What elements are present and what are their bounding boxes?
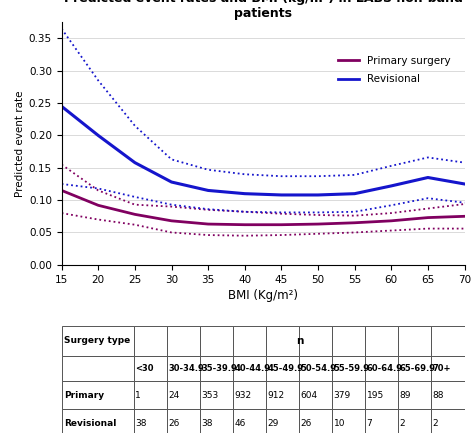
Text: 38: 38 xyxy=(136,418,147,428)
Bar xyxy=(365,381,399,409)
Bar xyxy=(399,381,431,409)
Legend: Primary surgery, Revisional: Primary surgery, Revisional xyxy=(334,52,456,88)
Text: 55-59.9: 55-59.9 xyxy=(334,364,370,373)
Bar xyxy=(399,356,431,381)
Text: 24: 24 xyxy=(168,391,180,400)
Text: n: n xyxy=(296,336,303,346)
Bar xyxy=(300,326,332,356)
Text: 2: 2 xyxy=(400,418,405,428)
Bar xyxy=(167,409,200,437)
Text: 604: 604 xyxy=(301,391,318,400)
Text: 2: 2 xyxy=(433,418,438,428)
Y-axis label: Predicted event rate: Predicted event rate xyxy=(15,90,25,197)
Text: 70+: 70+ xyxy=(433,364,451,373)
Text: 40-44.9: 40-44.9 xyxy=(235,364,271,373)
Text: 30-34.9: 30-34.9 xyxy=(168,364,204,373)
Bar xyxy=(365,409,399,437)
Bar xyxy=(266,326,299,356)
Bar xyxy=(431,356,465,381)
Bar xyxy=(431,409,465,437)
Bar xyxy=(167,381,200,409)
Title: Predicted event rates and BMI (kg/m²) in LABS non-band
patients: Predicted event rates and BMI (kg/m²) in… xyxy=(64,0,463,20)
Text: 7: 7 xyxy=(366,418,373,428)
Text: 26: 26 xyxy=(301,418,312,428)
Bar xyxy=(134,326,167,356)
Text: 932: 932 xyxy=(235,391,252,400)
Bar xyxy=(266,409,299,437)
Bar xyxy=(233,356,266,381)
Text: 26: 26 xyxy=(168,418,180,428)
Bar xyxy=(167,326,200,356)
Bar xyxy=(332,326,365,356)
Text: <30: <30 xyxy=(136,364,154,373)
Bar xyxy=(62,326,134,356)
Bar xyxy=(200,409,233,437)
Bar xyxy=(365,326,399,356)
Text: 89: 89 xyxy=(400,391,411,400)
Text: 29: 29 xyxy=(267,418,279,428)
Text: 1: 1 xyxy=(136,391,141,400)
Bar xyxy=(200,326,233,356)
Text: 10: 10 xyxy=(334,418,345,428)
Bar xyxy=(62,356,134,381)
Bar xyxy=(399,326,431,356)
Bar xyxy=(233,381,266,409)
Bar xyxy=(332,409,365,437)
Text: 38: 38 xyxy=(201,418,213,428)
Text: 912: 912 xyxy=(267,391,284,400)
Bar xyxy=(431,381,465,409)
Bar xyxy=(266,356,299,381)
Text: 60-64.9: 60-64.9 xyxy=(366,364,402,373)
Bar xyxy=(300,409,332,437)
Bar xyxy=(167,356,200,381)
Bar xyxy=(134,381,167,409)
Bar xyxy=(200,381,233,409)
Text: 65-69.9: 65-69.9 xyxy=(400,364,436,373)
Bar xyxy=(233,409,266,437)
Bar xyxy=(399,409,431,437)
Text: 35-39.9: 35-39.9 xyxy=(201,364,237,373)
X-axis label: BMI (Kg/m²): BMI (Kg/m²) xyxy=(228,289,298,301)
Bar xyxy=(300,381,332,409)
Bar xyxy=(134,356,167,381)
Bar xyxy=(431,326,465,356)
Bar xyxy=(266,381,299,409)
Bar xyxy=(332,381,365,409)
Bar xyxy=(62,381,134,409)
Text: 195: 195 xyxy=(366,391,384,400)
Text: 45-49.9: 45-49.9 xyxy=(267,364,303,373)
Bar xyxy=(134,409,167,437)
Bar xyxy=(332,356,365,381)
Text: Surgery type: Surgery type xyxy=(64,336,130,345)
Text: 353: 353 xyxy=(201,391,219,400)
Bar xyxy=(62,409,134,437)
Text: Revisional: Revisional xyxy=(64,418,116,428)
Bar xyxy=(365,356,399,381)
Text: 88: 88 xyxy=(433,391,444,400)
Bar xyxy=(233,326,266,356)
Text: 46: 46 xyxy=(235,418,246,428)
Bar xyxy=(300,356,332,381)
Bar xyxy=(200,356,233,381)
Text: 379: 379 xyxy=(334,391,351,400)
Text: Primary: Primary xyxy=(64,391,104,400)
Text: 50-54.9: 50-54.9 xyxy=(301,364,337,373)
